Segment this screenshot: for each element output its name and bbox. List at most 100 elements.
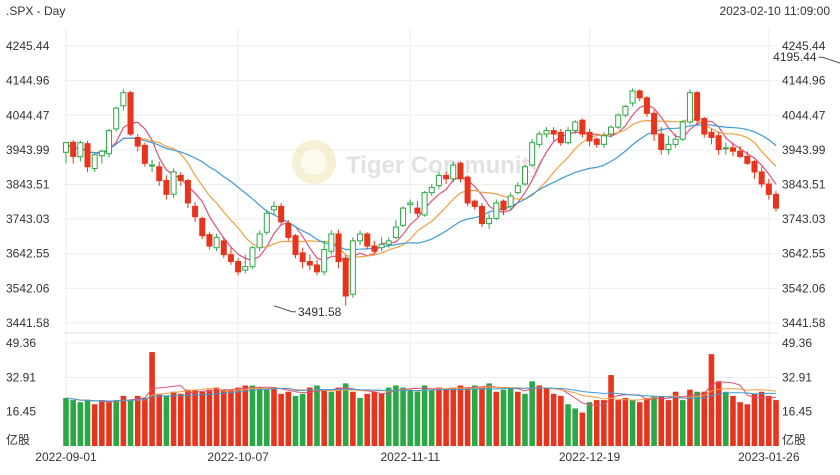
candle bbox=[679, 120, 686, 141]
candle bbox=[536, 131, 543, 148]
volume-bar bbox=[264, 389, 270, 446]
annotations: 4195.44 3491.58 bbox=[273, 50, 840, 319]
candle-body bbox=[227, 254, 234, 263]
candle-body bbox=[543, 130, 550, 135]
candle bbox=[722, 142, 729, 155]
candle bbox=[192, 202, 199, 222]
candle bbox=[457, 161, 464, 183]
candle bbox=[665, 135, 672, 155]
price-tick-label-right: 4245.44 bbox=[782, 39, 826, 53]
volume-bar bbox=[292, 395, 299, 446]
candle-body bbox=[636, 90, 643, 99]
candle bbox=[514, 182, 521, 195]
volume-bar bbox=[471, 385, 478, 446]
candle bbox=[651, 109, 658, 141]
candle bbox=[278, 202, 285, 226]
volume-bar bbox=[529, 381, 535, 446]
volume-bar bbox=[558, 395, 564, 446]
candle-body bbox=[414, 207, 421, 214]
volume-unit-label-left: 亿股 bbox=[6, 432, 30, 447]
volume-bar bbox=[206, 389, 213, 446]
volume-bar bbox=[385, 387, 392, 446]
volume-bar bbox=[285, 391, 292, 446]
candle-body bbox=[428, 186, 435, 194]
candle-body bbox=[471, 200, 478, 207]
candle-body bbox=[478, 205, 485, 225]
price-tick-label-right: 3441.58 bbox=[782, 316, 826, 330]
candle bbox=[507, 192, 514, 210]
candle-body bbox=[400, 207, 407, 226]
candle-body bbox=[292, 235, 299, 256]
price-tick-label-right: 3743.03 bbox=[782, 212, 826, 226]
date-tick-label: 2022-10-07 bbox=[207, 450, 269, 464]
candle bbox=[113, 106, 120, 132]
candle bbox=[270, 201, 277, 215]
volume-bar bbox=[744, 404, 751, 446]
volume-bar bbox=[256, 387, 263, 446]
candle-body bbox=[529, 142, 536, 166]
candle bbox=[471, 199, 478, 210]
volume-ma-line bbox=[65, 381, 777, 407]
candle-body bbox=[62, 142, 70, 153]
volume-bar bbox=[593, 400, 600, 446]
candle-body bbox=[708, 131, 715, 138]
candle bbox=[622, 104, 629, 118]
candle bbox=[521, 165, 528, 186]
high-price-label: 4195.44 bbox=[773, 50, 817, 64]
candle bbox=[443, 171, 450, 184]
volume-tick-label-right: 32.91 bbox=[782, 370, 812, 384]
price-tick-label-left: 3542.06 bbox=[6, 281, 50, 295]
candle-body bbox=[715, 135, 722, 151]
volume-bar bbox=[608, 375, 614, 446]
candle bbox=[184, 178, 191, 209]
volume-bar bbox=[220, 389, 227, 446]
price-ma-line bbox=[65, 124, 777, 251]
volume-bar bbox=[70, 400, 76, 446]
candle bbox=[371, 240, 378, 253]
candle-body bbox=[615, 114, 622, 128]
volume-bar bbox=[773, 400, 779, 446]
candle-body bbox=[342, 257, 349, 297]
volume-bar bbox=[493, 391, 500, 446]
candle bbox=[608, 125, 615, 138]
candle-body bbox=[572, 121, 579, 132]
candle-body bbox=[493, 202, 500, 219]
candle bbox=[134, 134, 141, 152]
candle-body bbox=[486, 217, 493, 225]
candle bbox=[658, 127, 665, 155]
candle-body bbox=[729, 147, 736, 152]
candle bbox=[737, 146, 744, 159]
volume-bar bbox=[450, 387, 457, 446]
volume-bar bbox=[328, 391, 335, 446]
timestamp: 2023-02-10 11:09:00 bbox=[719, 4, 830, 18]
volume-bar bbox=[335, 387, 342, 446]
volume-bar bbox=[708, 354, 715, 446]
volume-bar bbox=[522, 393, 528, 446]
candle-body bbox=[321, 248, 328, 273]
candle-body bbox=[285, 223, 292, 238]
volume-tick-label-left: 49.36 bbox=[6, 336, 36, 350]
candle-body bbox=[235, 261, 242, 273]
candle-body bbox=[765, 183, 772, 195]
candle bbox=[486, 213, 493, 229]
volume-bar bbox=[371, 391, 378, 446]
candle bbox=[106, 128, 113, 158]
volume-bar bbox=[113, 400, 119, 446]
candle-body bbox=[371, 245, 378, 252]
volume-bar bbox=[142, 398, 148, 446]
volume-bar bbox=[99, 400, 105, 446]
candle bbox=[744, 151, 751, 166]
candle bbox=[686, 89, 693, 125]
candle bbox=[543, 127, 550, 138]
price-tick-label-left: 4245.44 bbox=[6, 39, 50, 53]
price-tick-label-left: 3743.03 bbox=[6, 212, 50, 226]
volume-bar bbox=[321, 389, 327, 446]
candle-body bbox=[464, 176, 471, 204]
candle-body bbox=[249, 247, 256, 268]
candle-body bbox=[314, 264, 321, 273]
volume-tick-label-left: 16.45 bbox=[6, 405, 36, 419]
volume-bar bbox=[357, 398, 363, 446]
candle-body bbox=[622, 105, 629, 116]
candle-body bbox=[722, 147, 729, 150]
